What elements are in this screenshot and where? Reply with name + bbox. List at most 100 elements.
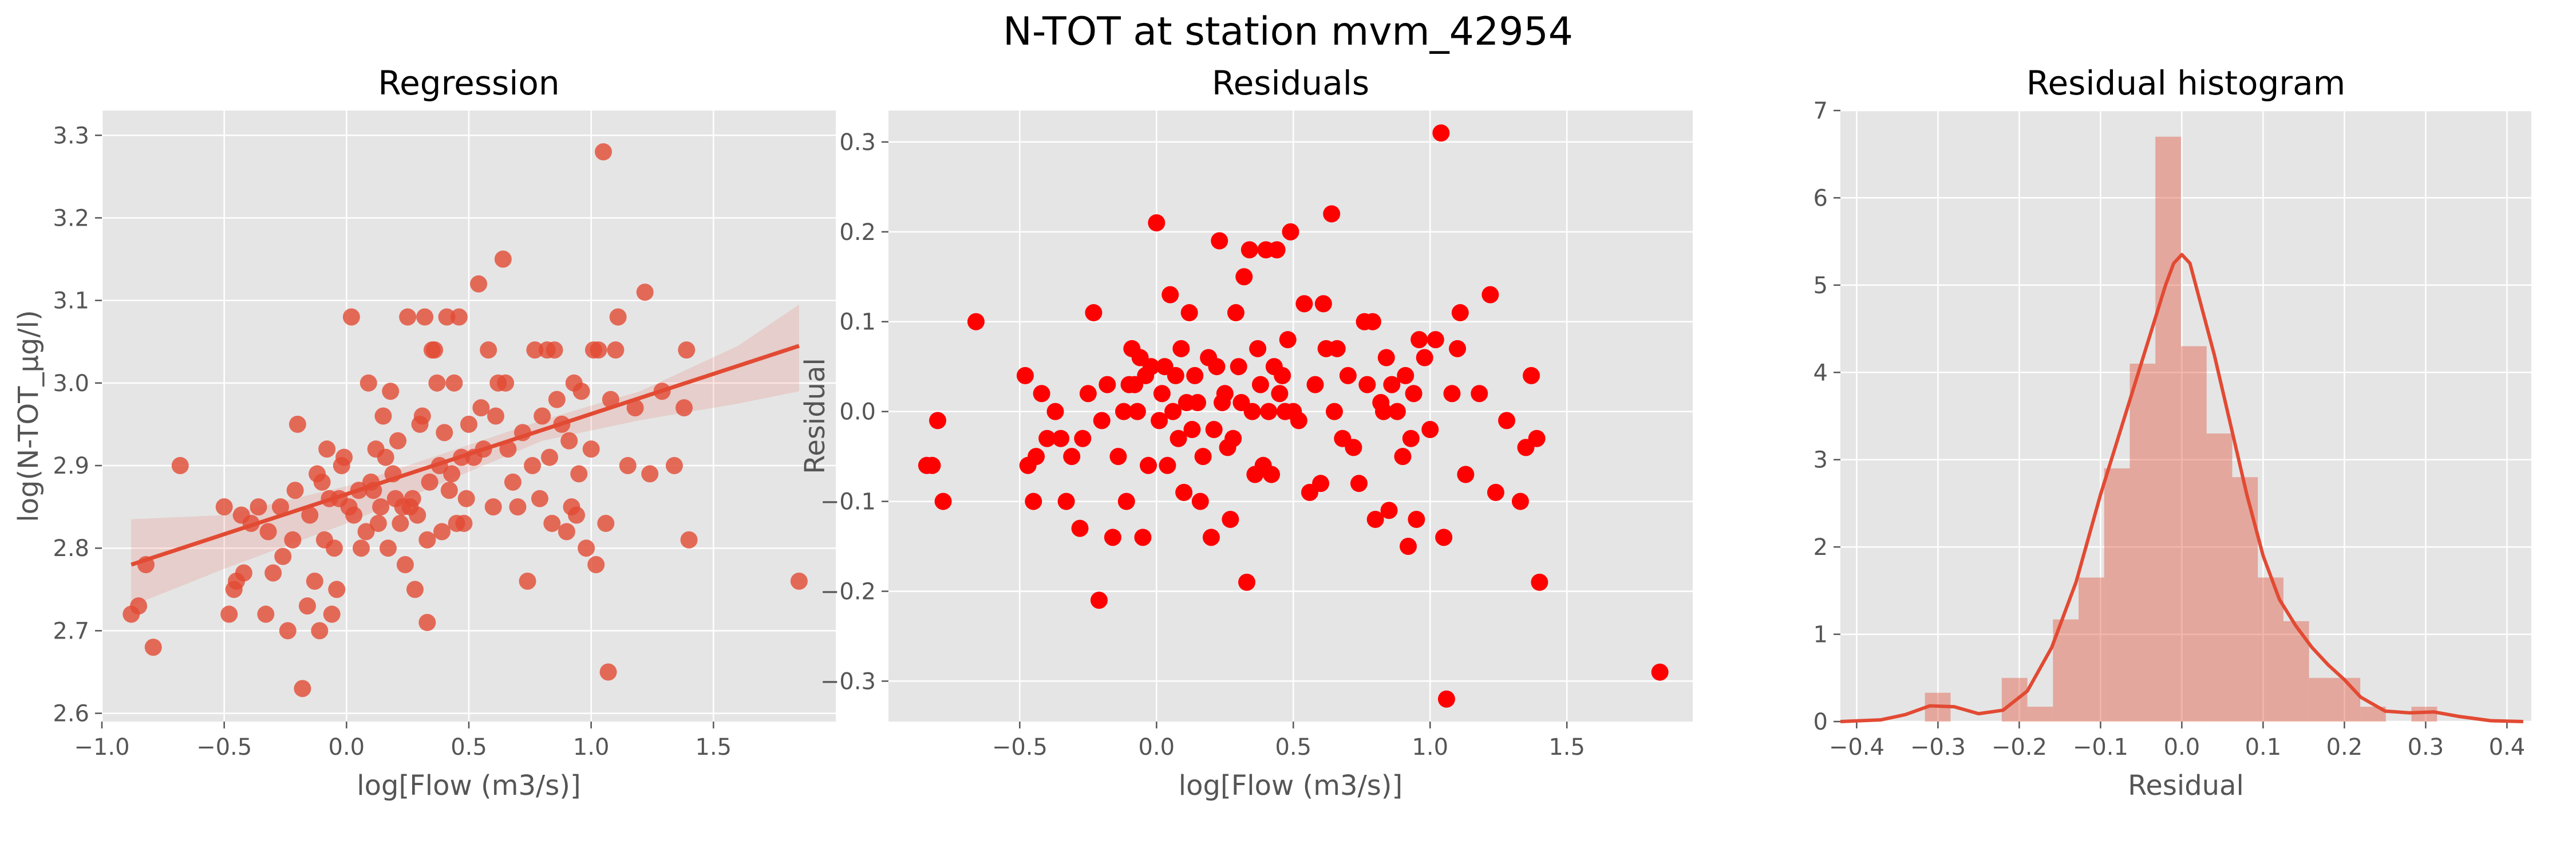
data-point: [1471, 385, 1488, 403]
data-point: [1191, 492, 1209, 510]
data-point: [409, 506, 426, 524]
data-point: [1531, 573, 1548, 591]
data-point: [413, 407, 431, 425]
y-tick-label: 0.3: [839, 129, 876, 156]
y-axis-label: log(N-TOT_µg/l): [13, 310, 45, 522]
data-point: [377, 448, 394, 466]
data-point: [1263, 466, 1281, 483]
data-point: [1148, 214, 1165, 232]
data-point: [323, 605, 341, 623]
histogram-bar: [2104, 468, 2130, 722]
data-point: [665, 457, 683, 475]
data-point: [215, 498, 233, 516]
data-point: [1115, 403, 1132, 420]
data-point: [1364, 313, 1381, 330]
data-point: [1104, 529, 1121, 546]
plot-area: [1840, 111, 2531, 722]
data-points: [918, 124, 1669, 708]
x-tick-label: 0.4: [2489, 734, 2526, 761]
data-point: [1427, 331, 1444, 349]
data-point: [609, 308, 627, 326]
data-point: [636, 283, 654, 301]
data-point: [352, 539, 370, 557]
data-point: [1033, 385, 1050, 403]
y-tick-label: 0.2: [839, 219, 876, 246]
data-point: [1295, 295, 1313, 313]
data-point: [144, 639, 162, 656]
x-axis-label: log[Flow (m3/s)]: [357, 770, 580, 802]
data-point: [1164, 403, 1182, 420]
data-point: [1328, 340, 1346, 357]
data-point: [472, 399, 490, 417]
data-point: [1186, 367, 1204, 384]
data-point: [590, 341, 607, 359]
x-axis-label: Residual: [2128, 770, 2244, 802]
data-point: [1388, 403, 1406, 420]
data-point: [1402, 430, 1420, 447]
y-tick-label: 3.2: [53, 205, 89, 231]
x-tick-label: −1.0: [74, 734, 129, 761]
y-tick-label: 4: [1814, 360, 1828, 386]
data-point: [418, 531, 436, 549]
data-point: [602, 391, 619, 408]
data-point: [599, 663, 617, 681]
data-point: [934, 492, 952, 510]
y-tick-label: 2.9: [53, 453, 89, 479]
x-tick-label: −0.3: [1910, 734, 1966, 761]
data-point: [607, 341, 625, 359]
histogram-bar: [2129, 364, 2156, 722]
data-point: [357, 523, 375, 541]
data-point: [524, 457, 542, 475]
data-point: [1374, 403, 1392, 420]
data-point: [286, 482, 304, 499]
data-point: [1074, 430, 1092, 447]
data-point: [1260, 403, 1278, 420]
data-point: [1437, 690, 1455, 708]
x-axis-label: log[Flow (m3/s)]: [1179, 770, 1402, 802]
data-point: [279, 622, 297, 640]
data-point: [1394, 448, 1412, 466]
data-point: [499, 440, 517, 458]
data-point: [1189, 393, 1207, 411]
data-point: [294, 680, 311, 698]
data-point: [460, 415, 477, 433]
data-point: [436, 424, 453, 442]
data-point: [1411, 331, 1428, 349]
data-point: [1159, 456, 1176, 474]
data-point: [450, 308, 468, 326]
data-point: [284, 531, 302, 549]
data-point: [587, 556, 605, 574]
data-point: [1227, 304, 1244, 322]
x-tick-label: 0.5: [1275, 734, 1311, 761]
data-point: [1487, 483, 1504, 501]
x-tick-label: −0.1: [2073, 734, 2128, 761]
data-point: [1238, 573, 1256, 591]
data-point: [1079, 385, 1097, 403]
data-point: [1435, 529, 1453, 546]
x-tick-label: −0.4: [1829, 734, 1884, 761]
data-point: [1161, 286, 1179, 304]
y-tick-label: 3.3: [53, 123, 89, 149]
data-point: [1175, 483, 1193, 501]
histogram-bar: [2232, 477, 2258, 722]
data-point: [1038, 430, 1056, 447]
data-point: [264, 564, 282, 582]
data-point: [1421, 421, 1439, 439]
data-point: [1481, 286, 1499, 304]
data-point: [1358, 376, 1376, 393]
data-point: [568, 506, 586, 524]
data-point: [509, 498, 527, 516]
data-point: [328, 581, 346, 598]
data-point: [1498, 412, 1516, 430]
data-point: [578, 539, 595, 557]
data-point: [1282, 223, 1299, 241]
data-point: [1380, 502, 1398, 519]
data-point: [345, 506, 363, 524]
data-point: [597, 514, 615, 532]
x-tick-label: −0.5: [196, 734, 252, 761]
data-point: [311, 622, 329, 640]
data-point: [1249, 340, 1267, 357]
data-point: [1052, 430, 1070, 447]
data-point: [1230, 358, 1247, 376]
